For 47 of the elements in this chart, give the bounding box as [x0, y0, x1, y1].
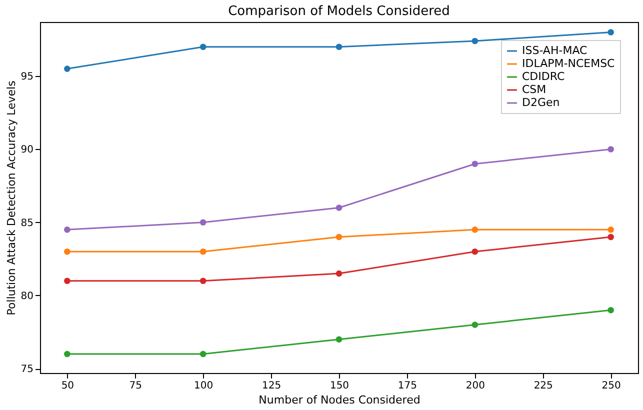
- point: [608, 306, 614, 314]
- point: [200, 350, 206, 358]
- point: [472, 160, 478, 168]
- point: [608, 146, 614, 152]
- point: [336, 204, 342, 211]
- point: [608, 226, 614, 233]
- legend-label: ISS-AH-MAC: [522, 44, 588, 57]
- point: [64, 278, 70, 284]
- point: [336, 336, 342, 343]
- point: [472, 226, 478, 233]
- point: [200, 248, 206, 255]
- legend-label: CDIDRC: [522, 70, 565, 83]
- x-tick-label: 175: [398, 380, 417, 392]
- point: [608, 234, 614, 240]
- point: [336, 234, 342, 240]
- chart-title: Comparison of Models Considered: [228, 4, 450, 19]
- legend-label: IDLAPM-NCEMSC: [522, 57, 616, 70]
- point: [472, 38, 478, 44]
- y-tick-label: 95: [20, 72, 34, 83]
- point: [200, 278, 206, 284]
- x-tick-label: 225: [534, 380, 553, 392]
- point: [200, 44, 206, 50]
- point: [472, 248, 478, 255]
- point: [64, 66, 70, 72]
- x-tick-label: 100: [194, 380, 214, 392]
- point: [472, 322, 478, 328]
- y-tick-label: 85: [20, 218, 34, 229]
- point: [64, 226, 70, 233]
- y-axis-title: Pollution Attack Detection Accuracy Levels: [4, 80, 18, 316]
- x-axis-title: Number of Nodes Considered: [258, 394, 420, 406]
- point: [64, 248, 70, 255]
- point: [64, 350, 70, 358]
- x-tick-label: 50: [61, 380, 74, 392]
- y-tick-label: 80: [20, 290, 34, 302]
- legend-label: D2Gen: [522, 96, 560, 109]
- x-tick-label: 200: [466, 380, 485, 392]
- y-tick-label: 75: [20, 364, 34, 376]
- point: [200, 219, 206, 226]
- point: [336, 44, 342, 50]
- x-tick-label: 75: [129, 380, 142, 392]
- x-tick-label: 125: [262, 380, 282, 392]
- point: [608, 29, 614, 36]
- y-tick-label: 90: [20, 144, 34, 156]
- x-tick-label: 150: [330, 380, 350, 392]
- legend-label: CSM: [522, 83, 546, 96]
- point: [336, 270, 342, 277]
- x-tick-label: 250: [602, 380, 621, 392]
